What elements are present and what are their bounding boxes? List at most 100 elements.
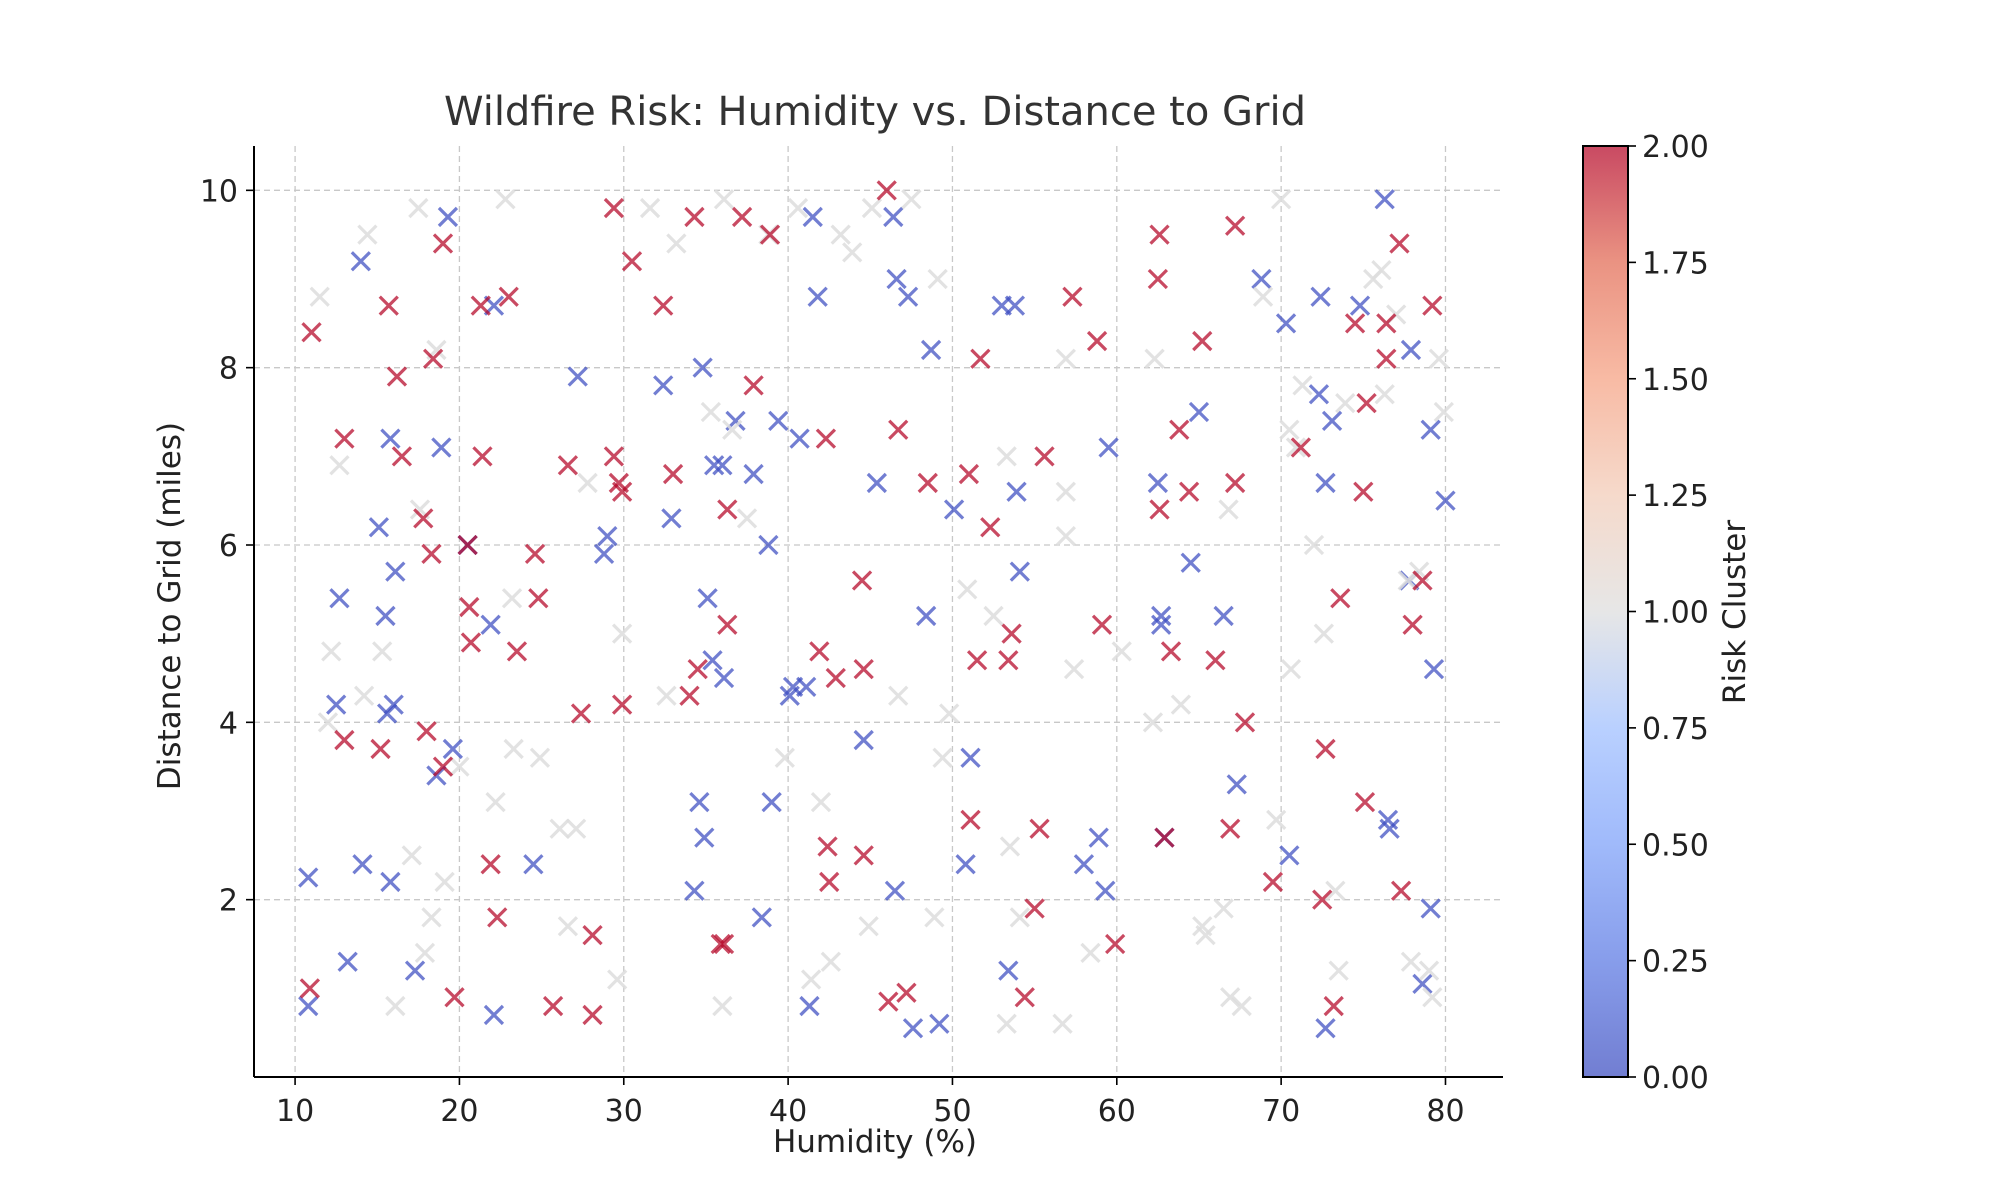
point-marker <box>1353 481 1374 502</box>
point-marker <box>1147 472 1169 494</box>
point-marker <box>1024 898 1045 919</box>
data-point <box>549 818 570 839</box>
point-marker <box>1330 588 1351 609</box>
data-point <box>353 685 375 706</box>
data-point <box>697 588 718 609</box>
y-tick-label: 2 <box>219 884 238 919</box>
data-point <box>1149 224 1170 245</box>
point-marker <box>758 534 779 556</box>
data-point <box>1063 659 1085 680</box>
data-point <box>1180 552 1201 573</box>
data-point <box>375 605 396 627</box>
data-point <box>916 605 937 627</box>
data-point <box>802 206 823 228</box>
point-marker <box>321 641 342 662</box>
data-point <box>1422 987 1443 1008</box>
data-point <box>1220 818 1241 839</box>
point-marker <box>1389 233 1410 254</box>
data-point <box>1371 260 1392 281</box>
data-point <box>380 871 401 893</box>
point-marker <box>662 463 684 485</box>
data-point <box>1224 472 1246 494</box>
data-point <box>679 685 700 706</box>
colorbar-tick-label: 1.00 <box>1642 596 1709 631</box>
point-marker <box>743 375 764 396</box>
data-point <box>334 428 355 449</box>
point-marker <box>414 942 436 963</box>
data-point <box>1006 481 1027 502</box>
data-point <box>736 508 758 529</box>
colorbar-ticks: 0.00 0.25 0.50 0.75 1.00 1.25 1.50 1.75 2.00 <box>1628 130 1709 1096</box>
point-marker <box>1412 973 1433 995</box>
data-point <box>1315 472 1336 494</box>
point-marker <box>713 667 735 689</box>
point-marker <box>1213 898 1234 919</box>
point-marker <box>1034 446 1055 467</box>
data-point <box>810 792 832 813</box>
x-tick-label: 60 <box>1098 1094 1136 1129</box>
data-point <box>920 339 942 361</box>
data-point <box>939 703 960 724</box>
data-point <box>1271 189 1292 210</box>
data-point <box>460 632 482 653</box>
point-marker <box>603 197 625 219</box>
point-marker <box>1218 499 1239 520</box>
point-marker <box>901 189 922 210</box>
point-marker <box>353 685 375 706</box>
point-marker <box>434 871 455 893</box>
data-point <box>1328 960 1349 981</box>
point-marker <box>416 721 437 742</box>
point-marker <box>391 446 413 467</box>
point-marker <box>372 641 393 662</box>
point-marker <box>1063 659 1085 680</box>
data-point <box>483 1004 505 1026</box>
data-point <box>684 880 705 901</box>
point-marker <box>819 871 840 893</box>
point-marker <box>787 197 809 219</box>
data-point <box>1154 827 1175 848</box>
colorbar-tick-label: 0.75 <box>1642 712 1709 747</box>
data-point <box>717 499 738 520</box>
data-point <box>853 729 874 751</box>
point-marker <box>713 189 735 210</box>
data-point <box>768 410 789 431</box>
point-marker <box>1323 995 1344 1017</box>
point-marker <box>653 295 674 316</box>
data-point <box>495 189 516 210</box>
data-point <box>902 1018 924 1039</box>
data-point <box>480 854 501 875</box>
data-point <box>414 942 436 963</box>
data-point <box>372 641 393 662</box>
point-marker <box>927 268 948 290</box>
point-marker <box>1006 481 1027 502</box>
point-marker <box>1344 313 1366 334</box>
point-marker <box>1335 393 1356 414</box>
point-marker <box>523 854 544 875</box>
point-marker <box>929 1013 950 1034</box>
data-point <box>334 729 355 751</box>
point-marker <box>1266 809 1287 830</box>
data-point <box>570 703 592 724</box>
point-marker <box>577 472 598 494</box>
point-marker <box>842 242 863 263</box>
data-point <box>557 455 579 476</box>
colorbar-tick-label: 1.25 <box>1642 479 1709 514</box>
data-point <box>1091 614 1113 635</box>
point-marker <box>1052 1013 1073 1034</box>
data-point <box>661 508 682 529</box>
point-marker <box>370 738 391 760</box>
x-tick-label: 10 <box>276 1094 314 1129</box>
point-marker <box>549 818 570 839</box>
point-marker <box>884 880 906 901</box>
data-point <box>799 995 820 1017</box>
point-marker <box>717 499 738 520</box>
data-point <box>413 508 434 529</box>
point-marker <box>700 401 722 423</box>
data-point <box>998 960 1019 981</box>
data-point <box>1080 942 1101 963</box>
data-point <box>819 871 840 893</box>
data-point <box>1400 951 1422 972</box>
data-point <box>858 916 879 937</box>
data-point <box>523 854 544 875</box>
data-point <box>298 867 319 888</box>
